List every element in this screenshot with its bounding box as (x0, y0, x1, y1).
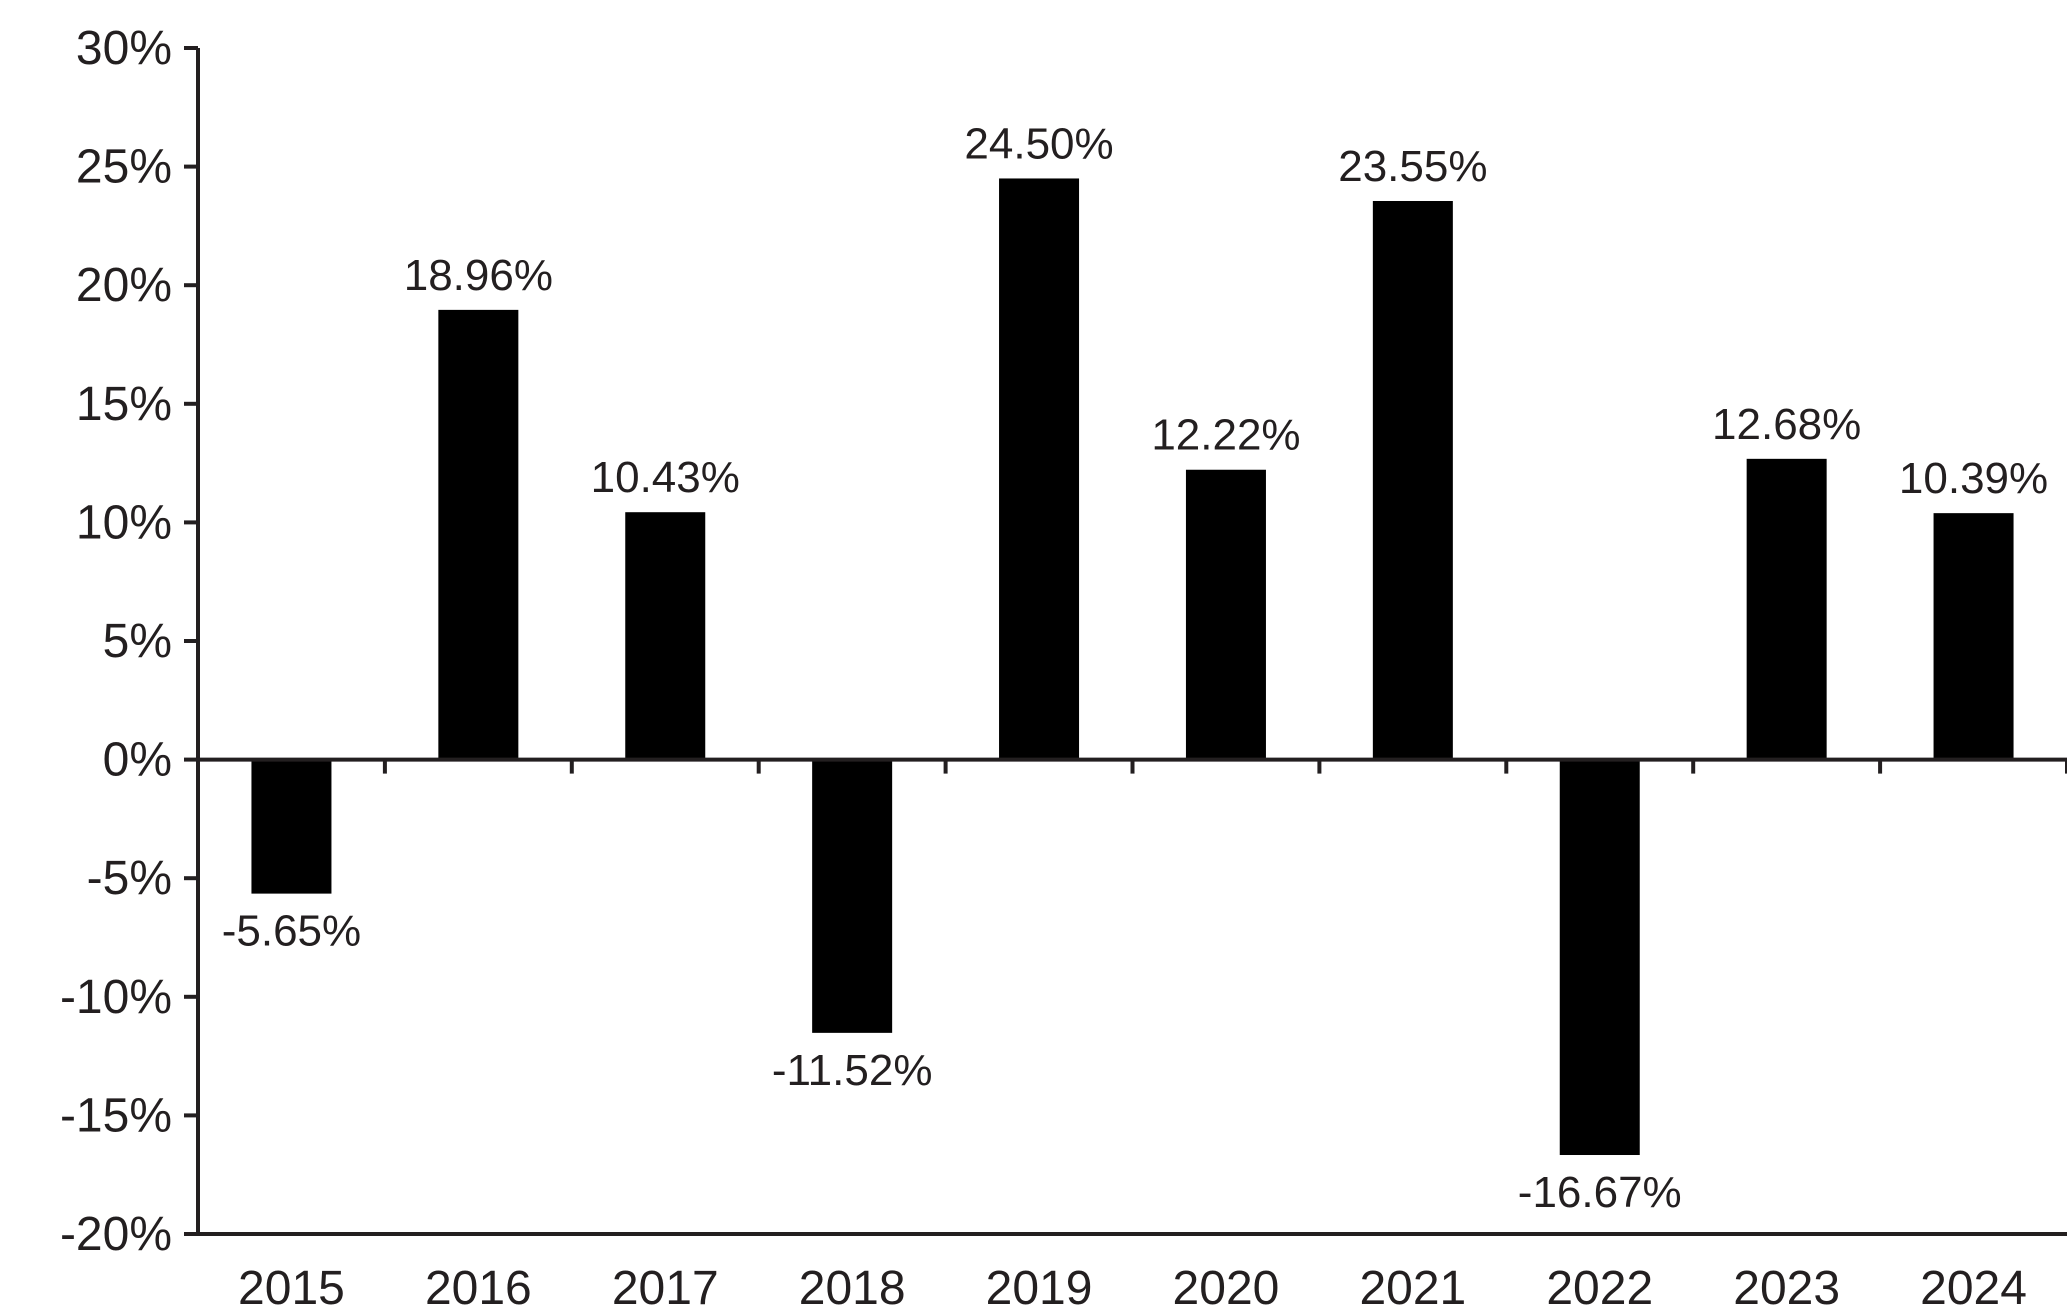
y-tick-label: 0% (103, 734, 172, 787)
x-tick-label: 2015 (238, 1262, 345, 1308)
y-tick-label: -20% (60, 1208, 172, 1261)
y-axis-ticks: 30% 25% 20% 15% 10% 5% 0% -5% -10% -15% -20% (60, 22, 198, 1261)
bar-2024 (1933, 513, 2014, 760)
x-axis-ticks: 2015 2016 2017 2018 2019 2020 2021 2022 2023 2024 (238, 759, 2067, 1308)
data-label-2021: 23.55% (1338, 142, 1487, 191)
bar-2019 (999, 178, 1080, 760)
y-tick-label: 20% (76, 259, 172, 312)
bars-layer (251, 178, 2014, 1156)
data-labels: -5.65% 18.96% 10.43% -11.52% 24.50% 12.22% 23.… (222, 119, 2048, 1217)
bar-2020 (1185, 469, 1266, 760)
bar-2022 (1559, 759, 1640, 1156)
bar-2023 (1746, 458, 1827, 760)
data-label-2019: 24.50% (964, 119, 1113, 168)
data-label-2016: 18.96% (404, 251, 553, 300)
data-label-2023: 12.68% (1712, 400, 1861, 449)
data-label-2022: -16.67% (1518, 1168, 1682, 1217)
y-tick-label: -10% (60, 971, 172, 1024)
y-tick-label: -5% (87, 852, 172, 905)
y-tick-label: 15% (76, 378, 172, 431)
bar-2016 (438, 309, 519, 760)
data-label-2024: 10.39% (1899, 454, 2048, 503)
y-tick-label: 5% (103, 615, 172, 668)
bar-2017 (625, 512, 706, 760)
data-label-2020: 12.22% (1151, 411, 1300, 460)
x-tick-label: 2019 (986, 1262, 1093, 1308)
x-tick-label: 2022 (1546, 1262, 1653, 1308)
data-label-2017: 10.43% (591, 453, 740, 502)
y-tick-label: 25% (76, 141, 172, 194)
x-tick-label: 2016 (425, 1262, 532, 1308)
x-tick-label: 2017 (612, 1262, 719, 1308)
x-tick-label: 2023 (1733, 1262, 1840, 1308)
x-tick-label: 2018 (799, 1262, 906, 1308)
y-tick-label: 30% (76, 22, 172, 75)
x-tick-label: 2024 (1920, 1262, 2027, 1308)
x-tick-label: 2020 (1173, 1262, 1280, 1308)
data-label-2015: -5.65% (222, 907, 361, 956)
data-label-2018: -11.52% (772, 1046, 933, 1095)
bar-2015 (251, 759, 332, 894)
y-tick-label: 10% (76, 496, 172, 549)
bar-2021 (1372, 200, 1453, 760)
bar-2018 (812, 759, 893, 1033)
x-tick-label: 2021 (1359, 1262, 1466, 1308)
y-tick-label: -15% (60, 1089, 172, 1142)
